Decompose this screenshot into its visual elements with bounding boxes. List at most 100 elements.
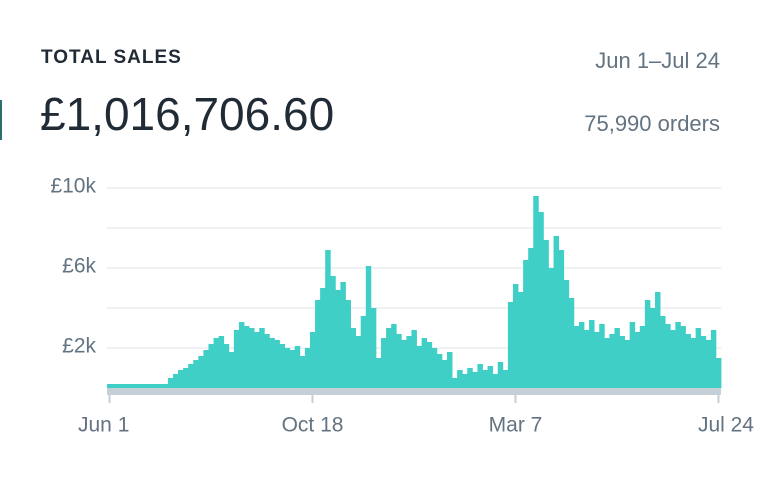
bar — [695, 328, 702, 388]
bar — [644, 300, 651, 388]
bar — [107, 384, 113, 388]
bar — [238, 322, 245, 388]
bar — [568, 298, 575, 388]
bar — [309, 332, 316, 388]
bar — [406, 336, 412, 388]
x-tick-label: Mar 7 — [489, 414, 543, 437]
x-tick-label: Jul 24 — [698, 414, 754, 437]
bar — [700, 336, 707, 388]
bar — [381, 338, 387, 388]
bar — [441, 360, 448, 388]
bar — [213, 338, 220, 388]
bar — [715, 358, 722, 388]
bar — [208, 344, 214, 388]
bar — [665, 324, 671, 388]
bar — [320, 288, 326, 388]
bar — [619, 336, 625, 388]
bar — [386, 328, 392, 388]
edge-accent — [0, 100, 2, 140]
bar — [436, 354, 443, 388]
bar — [117, 384, 123, 388]
bar — [370, 308, 377, 388]
bar — [127, 384, 133, 388]
bar — [284, 348, 291, 388]
bar — [401, 340, 407, 388]
bar — [467, 368, 473, 388]
bar — [599, 324, 605, 388]
bar — [183, 368, 189, 388]
bar — [233, 330, 240, 388]
bar — [162, 384, 169, 388]
x-tick-label: Oct 18 — [282, 414, 344, 437]
bar — [375, 358, 382, 388]
bar — [487, 366, 494, 388]
bar — [675, 322, 681, 388]
bar — [639, 326, 646, 388]
bar — [274, 340, 280, 388]
bar — [528, 248, 534, 388]
bar — [396, 334, 402, 388]
bar — [578, 322, 585, 388]
bar — [350, 328, 357, 388]
bar — [670, 330, 676, 388]
bar — [523, 260, 529, 388]
total-sales: £1,016,706.60 — [40, 88, 334, 140]
bar — [289, 350, 296, 388]
bar — [457, 370, 463, 388]
bar — [259, 328, 265, 388]
bar — [477, 364, 483, 388]
bar — [294, 346, 301, 388]
bar — [157, 384, 164, 388]
bar — [594, 332, 600, 388]
bar — [446, 352, 453, 388]
bar — [178, 370, 184, 388]
bar — [705, 340, 712, 388]
bar — [472, 372, 478, 388]
bar — [685, 334, 691, 388]
bar — [304, 348, 311, 388]
bar — [543, 240, 549, 388]
bar — [188, 364, 194, 388]
bar — [198, 356, 204, 388]
bar — [330, 276, 336, 388]
bar — [411, 330, 417, 388]
bar — [269, 338, 275, 388]
bar — [254, 332, 260, 388]
bar — [462, 374, 468, 388]
bar — [482, 370, 488, 388]
axis-band — [107, 385, 721, 395]
bar — [426, 342, 433, 388]
bar — [132, 384, 138, 388]
bar — [431, 348, 438, 388]
bar — [563, 280, 570, 388]
bar — [360, 316, 367, 388]
bar — [690, 338, 697, 388]
bar — [421, 338, 428, 388]
y-tick-label: £2k — [62, 335, 96, 358]
bar — [492, 374, 499, 388]
bar — [193, 360, 199, 388]
bar — [604, 338, 610, 388]
bar — [218, 336, 225, 388]
date-range: Jun 1–Jul 24 — [595, 48, 720, 73]
bar — [629, 322, 636, 388]
bar — [391, 324, 397, 388]
bar — [452, 378, 458, 388]
bar — [548, 268, 554, 388]
bar — [649, 308, 656, 388]
bar — [553, 236, 560, 388]
bar — [589, 320, 595, 388]
bar — [244, 326, 250, 388]
bar — [655, 292, 661, 388]
bar — [335, 290, 341, 388]
bar — [147, 384, 154, 388]
bar — [609, 334, 615, 388]
card-title: TOTAL SALES — [41, 47, 182, 68]
x-tick-label: Jun 1 — [78, 414, 129, 437]
bar — [325, 250, 331, 388]
bar — [279, 344, 286, 388]
y-tick-label: £10k — [50, 175, 96, 198]
